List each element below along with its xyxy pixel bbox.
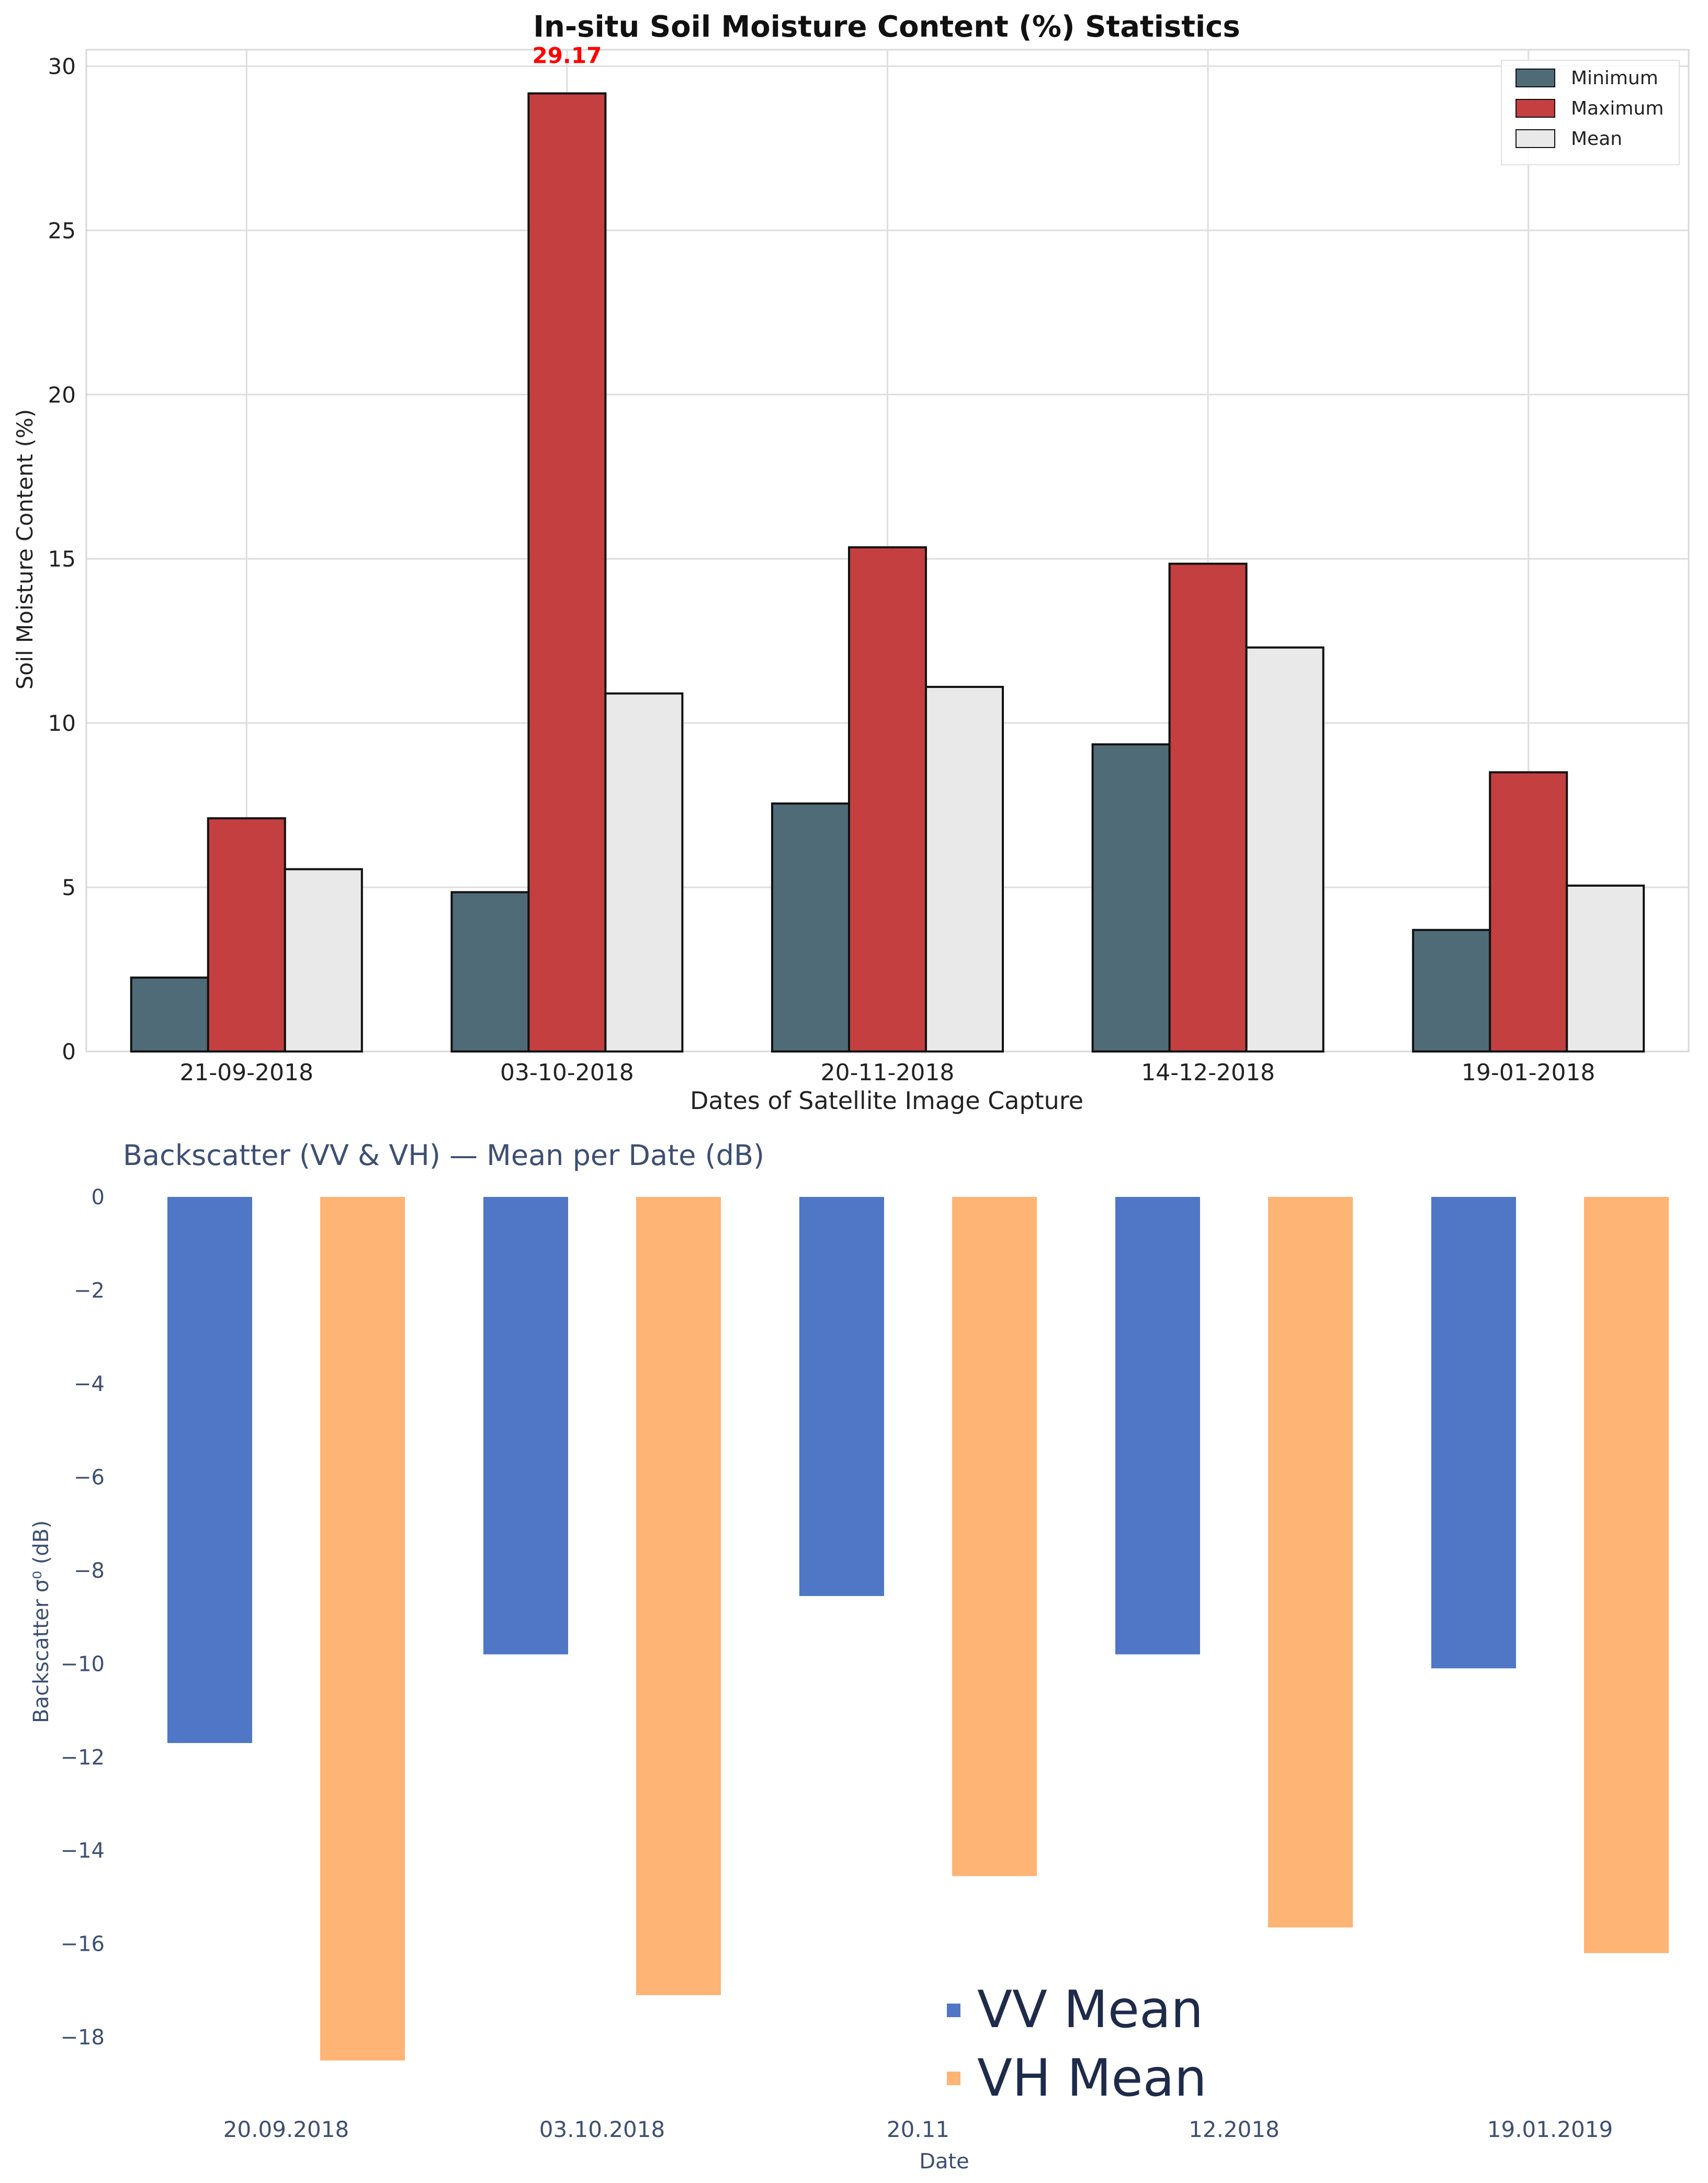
- chart1-bar-mean: [604, 692, 684, 1053]
- chart2-y-ticks: 0 −2 −4 −6 −8 −10 −12 −14 −16 −18: [61, 1185, 105, 2050]
- chart2-y-tick-label: −14: [61, 1839, 105, 1863]
- chart1-bar-minimum: [1091, 743, 1171, 1053]
- chart2-y-tick-label: −12: [61, 1746, 105, 1770]
- chart2-x-ticks: 20.09.2018 03.10.2018 20.11 12.2018 19.01.20…: [223, 2117, 1613, 2142]
- chart2-y-tick-label: −10: [61, 1652, 105, 1676]
- chart1-bar-minimum: [771, 802, 850, 1053]
- chart2-bar-vv: [167, 1197, 252, 1743]
- legend-swatch-maximum: [1515, 99, 1555, 118]
- chart1-legend: Minimum Maximum Mean: [1501, 60, 1680, 165]
- chart1-bar-mean: [284, 868, 363, 1053]
- chart1-bar-maximum: [1489, 771, 1568, 1053]
- chart1-bar-mean: [925, 686, 1004, 1053]
- chart1-x-tick-label: 21-09-2018: [179, 1059, 313, 1086]
- legend-label-mean: Mean: [1571, 128, 1622, 150]
- chart1-annotation-max: 29.17: [532, 43, 602, 69]
- chart2-title: Backscatter (VV & VH) — Mean per Date (d…: [123, 1139, 764, 1172]
- chart2-bar-vv: [799, 1197, 884, 1596]
- legend-swatch-mean: [1515, 129, 1555, 148]
- chart2-bar-vv: [483, 1197, 568, 1655]
- chart1-x-tick-label: 14-12-2018: [1141, 1059, 1275, 1086]
- chart2-x-tick-label: 20.09.2018: [223, 2117, 349, 2142]
- chart1-bar-mean: [1245, 646, 1325, 1053]
- chart1-y-tick-label: 10: [48, 710, 76, 736]
- chart1-bars: [130, 92, 1645, 1053]
- chart2-bar-vh: [952, 1197, 1037, 1876]
- chart2-y-tick-label: −18: [61, 2026, 105, 2050]
- chart1-x-tick-label: 03-10-2018: [500, 1059, 634, 1086]
- chart1-x-axis-label: Dates of Satellite Image Capture: [690, 1087, 1083, 1115]
- chart1-bar-maximum: [1168, 562, 1248, 1053]
- chart1-x-tick-label: 20-11-2018: [821, 1059, 955, 1086]
- chart2-y-tick-label: −8: [74, 1559, 105, 1583]
- chart1-title: In-situ Soil Moisture Content (%) Statis…: [533, 10, 1240, 44]
- chart1-y-tick-label: 30: [48, 53, 76, 79]
- chart1-y-tick-label: 20: [48, 382, 76, 408]
- chart1-bar-minimum: [130, 976, 209, 1053]
- chart2-x-axis-label: Date: [919, 2150, 969, 2174]
- chart2-y-tick-label: −4: [74, 1372, 105, 1396]
- legend-label-minimum: Minimum: [1571, 67, 1658, 89]
- chart2-y-tick-label: −16: [61, 1932, 105, 1956]
- chart1-bar-mean: [1566, 884, 1645, 1053]
- legend-label-vh: VH Mean: [977, 2049, 1207, 2108]
- chart1-y-tick-label: 15: [48, 546, 76, 572]
- legend-swatch-vh: [947, 2072, 960, 2085]
- chart2-bar-vh: [636, 1197, 721, 1995]
- chart1-bar-minimum: [1412, 929, 1491, 1053]
- chart2-bar-vh: [1584, 1197, 1669, 1953]
- backscatter-chart: Backscatter (VV & VH) — Mean per Date (d…: [0, 1135, 1708, 2183]
- chart1-y-tick-label: 5: [62, 875, 76, 900]
- chart2-x-tick-label: 12.2018: [1189, 2117, 1280, 2142]
- chart2-bar-vv: [1115, 1197, 1200, 1655]
- chart2-x-tick-label: 03.10.2018: [539, 2117, 665, 2142]
- chart2-bar-vh: [1268, 1197, 1353, 1928]
- soil-moisture-chart: In-situ Soil Moisture Content (%) Statis…: [12, 10, 1690, 1115]
- legend-label-vv: VV Mean: [977, 1980, 1203, 2040]
- legend-swatch-minimum: [1515, 69, 1555, 87]
- chart1-y-ticks: 0 5 10 15 20 25 30: [48, 53, 76, 1065]
- chart1-bar-minimum: [450, 891, 530, 1053]
- chart2-y-tick-label: −6: [74, 1465, 105, 1489]
- chart2-bar-vv: [1431, 1197, 1516, 1669]
- chart1-bar-maximum: [527, 92, 607, 1053]
- chart2-y-axis-label: Backscatter σ⁰ (dB): [29, 1520, 53, 1723]
- chart2-y-tick-label: −2: [74, 1279, 105, 1303]
- chart2-x-tick-label: 19.01.2019: [1487, 2117, 1613, 2142]
- chart1-x-ticks: 21-09-2018 03-10-2018 20-11-2018 14-12-2018…: [179, 1059, 1595, 1086]
- chart2-y-tick-label: 0: [92, 1185, 105, 1209]
- chart2-legend: VV Mean VH Mean: [947, 1980, 1207, 2108]
- chart2-bar-vh: [320, 1197, 405, 2061]
- chart1-bar-maximum: [848, 546, 927, 1053]
- chart1-y-axis-label: Soil Moisture Content (%): [12, 409, 38, 689]
- legend-swatch-vv: [947, 2004, 960, 2017]
- chart2-x-tick-label: 20.11: [887, 2117, 949, 2142]
- legend-label-maximum: Maximum: [1571, 98, 1664, 119]
- chart1-y-tick-label: 0: [62, 1039, 76, 1065]
- chart2-bars: [167, 1197, 1669, 2061]
- chart1-bar-maximum: [207, 817, 286, 1053]
- chart1-x-tick-label: 19-01-2018: [1462, 1059, 1596, 1086]
- chart1-y-tick-label: 25: [48, 218, 76, 243]
